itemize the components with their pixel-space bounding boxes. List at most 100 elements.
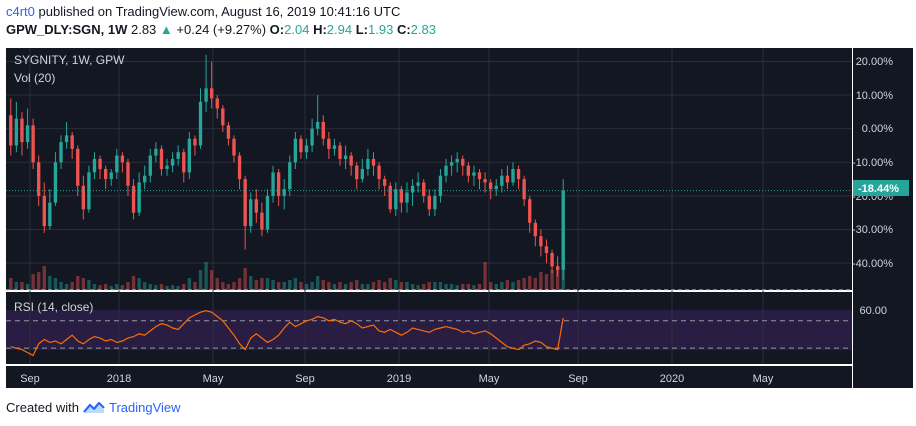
volume-bar bbox=[516, 280, 521, 290]
volume-bar bbox=[120, 285, 125, 290]
volume-bar bbox=[550, 270, 554, 290]
volume-bar bbox=[321, 280, 325, 290]
candle-body bbox=[249, 199, 253, 227]
candle-body bbox=[187, 138, 192, 173]
candle-body bbox=[143, 175, 147, 183]
candle-body bbox=[42, 195, 46, 227]
candle-body bbox=[48, 202, 52, 227]
volume-bar bbox=[143, 282, 147, 290]
volume-bar bbox=[388, 278, 392, 290]
candle-body bbox=[382, 179, 387, 186]
open-label: O: bbox=[269, 22, 285, 37]
candle-body bbox=[427, 195, 431, 210]
time-axis-labels: Sep 2018 May Sep 2019 May Sep 2020 May bbox=[20, 373, 774, 385]
open-value: 2.04 bbox=[284, 22, 310, 37]
volume-bar bbox=[427, 282, 431, 290]
time-tick: Sep bbox=[295, 373, 315, 385]
time-tick: May bbox=[203, 373, 224, 385]
candle-body bbox=[338, 145, 342, 159]
candle-body bbox=[343, 155, 348, 159]
candle-body bbox=[9, 115, 13, 146]
candle-body bbox=[226, 125, 231, 139]
volume-bar bbox=[304, 284, 309, 290]
volume-bar bbox=[271, 280, 275, 290]
candle-body bbox=[511, 169, 515, 183]
time-tick: 2018 bbox=[107, 373, 131, 385]
created-with-text: Created with bbox=[6, 400, 79, 415]
volume-bar bbox=[137, 278, 141, 290]
candle-body bbox=[232, 138, 236, 156]
candle-body bbox=[165, 165, 169, 169]
price-axis-labels: 20.00% 10.00% 0.00% -10.00% -20.00% -30.… bbox=[852, 56, 893, 270]
volume-bar bbox=[159, 284, 164, 290]
rsi-pane-title: RSI (14, close) bbox=[14, 300, 93, 314]
candle-body bbox=[176, 152, 180, 159]
volume-bar bbox=[154, 285, 158, 290]
candle-body bbox=[182, 152, 186, 173]
candle-body bbox=[466, 165, 471, 176]
candle-body bbox=[528, 199, 532, 223]
volume-bar bbox=[131, 276, 136, 290]
volume-bar bbox=[544, 274, 549, 290]
volume-bar bbox=[466, 284, 471, 290]
candle-body bbox=[539, 236, 543, 247]
candle-body bbox=[310, 128, 314, 146]
volume-bar bbox=[76, 276, 80, 290]
author-link[interactable]: c4rt0 bbox=[6, 4, 35, 19]
candle-body bbox=[276, 172, 281, 196]
candle-body bbox=[137, 182, 141, 213]
candle-body bbox=[377, 165, 381, 180]
volume-bar bbox=[461, 284, 465, 290]
price-chart[interactable]: SYGNITY, 1W, GPW Vol (20) RSI (14, close… bbox=[0, 40, 916, 390]
candle-body bbox=[92, 158, 97, 173]
candle-body bbox=[416, 182, 420, 186]
volume-bar bbox=[410, 284, 415, 290]
volume-bar bbox=[282, 282, 286, 290]
candle-body bbox=[193, 138, 197, 146]
volume-bar bbox=[232, 282, 236, 290]
time-tick: Sep bbox=[568, 373, 588, 385]
last-price: 2.83 bbox=[130, 22, 157, 37]
volume-bar bbox=[533, 278, 537, 290]
volume-bar bbox=[31, 274, 35, 290]
candle-body bbox=[449, 162, 454, 166]
candle-body bbox=[455, 158, 459, 163]
time-tick: 2020 bbox=[660, 373, 684, 385]
volume-bar bbox=[422, 284, 426, 290]
candle-body bbox=[131, 185, 136, 213]
candles bbox=[9, 54, 565, 280]
candle-body bbox=[221, 108, 225, 126]
main-pane-bg[interactable] bbox=[6, 48, 852, 290]
volume-bar bbox=[148, 284, 152, 290]
candle-body bbox=[371, 158, 376, 166]
candle-body bbox=[550, 253, 554, 267]
low-value: 1.93 bbox=[368, 22, 394, 37]
volume-bar bbox=[522, 278, 526, 290]
candle-body bbox=[360, 169, 365, 180]
candle-body bbox=[327, 138, 331, 149]
candle-body bbox=[204, 88, 208, 102]
candle-body bbox=[120, 155, 125, 163]
volume-bar bbox=[226, 284, 231, 290]
candle-body bbox=[31, 125, 35, 163]
candle-body bbox=[170, 158, 175, 166]
candle-body bbox=[422, 182, 426, 196]
volume-bar bbox=[360, 284, 365, 290]
candle-body bbox=[53, 162, 58, 203]
candle-body bbox=[522, 179, 526, 200]
candle-body bbox=[14, 118, 19, 146]
volume-bar bbox=[48, 276, 52, 290]
candle-body bbox=[433, 195, 437, 210]
volume-bar bbox=[488, 282, 493, 290]
volume-bar bbox=[433, 282, 437, 290]
candle-body bbox=[410, 185, 415, 193]
candle-body bbox=[444, 165, 448, 176]
candle-body bbox=[98, 158, 102, 169]
candle-body bbox=[533, 222, 537, 237]
volume-bar bbox=[98, 285, 102, 290]
tradingview-link[interactable]: TradingView bbox=[108, 400, 181, 415]
price-tick: -30.00% bbox=[852, 224, 893, 236]
volume-bar bbox=[438, 282, 443, 290]
volume-bar bbox=[528, 276, 532, 290]
publish-text: published on TradingView.com, August 16,… bbox=[38, 4, 401, 19]
